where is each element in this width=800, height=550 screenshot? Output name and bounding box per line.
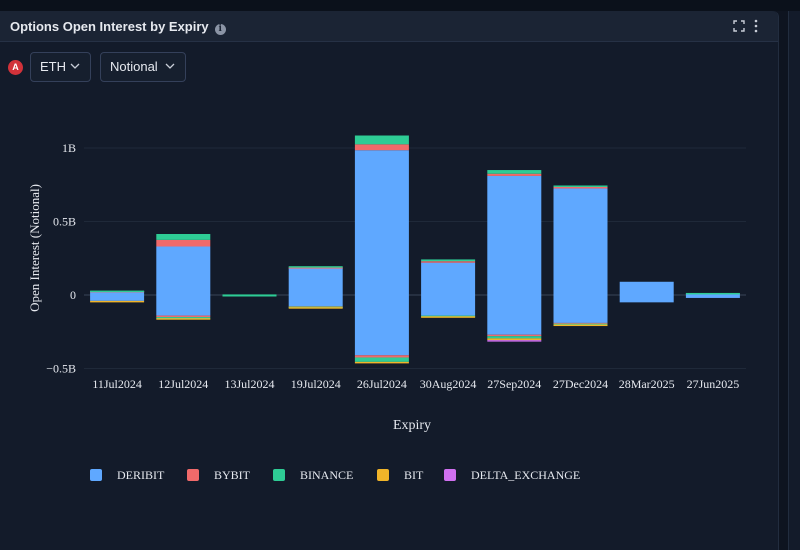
bar-binance-13jul2024-neg — [222, 295, 277, 297]
x-tick-label: 27Sep2024 — [487, 377, 541, 391]
bar-bybit-19jul2024 — [288, 267, 343, 269]
x-tick-label: 27Dec2024 — [553, 377, 608, 391]
bar-deribit-27dec2024-neg — [553, 295, 608, 323]
bar-deribit-12jul2024 — [156, 246, 211, 295]
bar-bybit-27dec2024 — [553, 186, 608, 189]
bar-deribit-30aug2024 — [421, 262, 476, 295]
bar-bit-30aug2024-neg — [421, 316, 476, 318]
y-axis-label: Open Interest (Notional) — [27, 184, 42, 312]
bar-binance-26jul2024 — [354, 135, 409, 145]
bar-binance-19jul2024 — [288, 266, 343, 268]
bar-bybit-26jul2024-neg — [354, 355, 409, 358]
legend-swatch — [90, 469, 102, 481]
bar-bit-12jul2024-neg — [156, 318, 211, 320]
legend-label: DELTA_EXCHANGE — [471, 468, 581, 482]
x-tick-label: 19Jul2024 — [291, 377, 341, 391]
bar-binance-12jul2024 — [156, 233, 211, 240]
legend-label: DERIBIT — [117, 468, 165, 482]
y-tick-label: 0.5B — [53, 215, 76, 229]
bar-bit-19jul2024-neg — [288, 307, 343, 309]
bar-bybit-12jul2024-neg — [156, 315, 211, 318]
legend-label: BIT — [404, 468, 424, 482]
x-tick-label: 12Jul2024 — [158, 377, 208, 391]
bar-bit-27dec2024-neg — [553, 324, 608, 327]
bar-deribit-27sep2024 — [487, 175, 542, 295]
bar-binance-30aug2024 — [421, 259, 476, 262]
expand-icon[interactable] — [733, 20, 745, 32]
panel-title-text: Options Open Interest by Expiry — [10, 19, 209, 34]
bar-binance-27sep2024 — [487, 170, 542, 174]
bar-bit-26jul2024-neg — [354, 361, 409, 364]
x-tick-label: 30Aug2024 — [420, 377, 477, 391]
x-tick-label: 11Jul2024 — [92, 377, 142, 391]
asset-select-value: ETH — [40, 59, 66, 74]
x-axis-label: Expiry — [393, 418, 431, 433]
bar-bit-11jul2024-neg — [90, 300, 145, 303]
bar-deribit-26jul2024 — [354, 150, 409, 295]
legend-label: BYBIT — [214, 468, 250, 482]
bar-deribit-11jul2024 — [90, 291, 145, 295]
bar-binance-11jul2024 — [90, 290, 145, 293]
legend-swatch — [377, 469, 389, 481]
chevron-down-icon — [165, 63, 175, 69]
legend-swatch — [187, 469, 199, 481]
chevron-down-icon — [70, 63, 80, 69]
x-tick-label: 26Jul2024 — [357, 377, 407, 391]
asset-select[interactable]: ETH — [30, 52, 91, 82]
bar-binance-27dec2024 — [553, 185, 608, 187]
x-tick-label: 28Mar2025 — [619, 377, 675, 391]
legend-swatch — [273, 469, 285, 481]
bar-deribit-27jun2025-neg — [685, 295, 740, 298]
bar-bybit-12jul2024 — [156, 239, 211, 247]
bar-deribit-28mar2025-neg — [619, 295, 674, 303]
adjacent-panel-edge — [788, 11, 800, 550]
top-strip — [0, 0, 800, 11]
x-tick-label: 27Jun2025 — [687, 377, 740, 391]
bar-deribit-19jul2024 — [288, 267, 343, 295]
bar-deribit-27dec2024 — [553, 188, 608, 295]
bar-deribit-27sep2024-neg — [487, 295, 542, 335]
alert-badge: A — [8, 60, 23, 75]
metric-select-value: Notional — [110, 59, 158, 74]
panel-title: Options Open Interest by Expiry i — [10, 19, 226, 35]
y-tick-label: −0.5B — [46, 362, 76, 376]
more-options-icon[interactable] — [752, 18, 760, 34]
bar-binance-27sep2024-neg — [487, 336, 542, 339]
bar-binance-27jun2025 — [685, 292, 740, 295]
bar-binance-27dec2024-neg — [553, 323, 608, 326]
bar-bybit-26jul2024 — [354, 144, 409, 151]
x-tick-label: 13Jul2024 — [224, 377, 274, 391]
bar-deribit-26jul2024-neg — [354, 295, 409, 356]
panel-header: Options Open Interest by Expiry i — [0, 11, 778, 42]
legend-swatch — [444, 469, 456, 481]
bar-binance-26jul2024-neg — [354, 357, 409, 362]
y-tick-label: 1B — [62, 141, 76, 155]
metric-select[interactable]: Notional — [100, 52, 186, 82]
bar-deribit-12jul2024-neg — [156, 295, 211, 316]
bar-bybit-27sep2024-neg — [487, 334, 542, 337]
bar-delta_exchange-27sep2024-neg — [487, 340, 542, 342]
legend-label: BINANCE — [300, 468, 354, 482]
bar-deribit-28mar2025 — [619, 281, 674, 295]
y-tick-label: 0 — [70, 288, 76, 302]
bar-binance-12jul2024-neg — [156, 317, 211, 319]
info-icon[interactable]: i — [214, 24, 226, 35]
bar-bit-27sep2024-neg — [487, 338, 542, 341]
bar-bybit-27sep2024 — [487, 173, 542, 176]
bar-deribit-19jul2024-neg — [288, 295, 343, 307]
bar-bybit-30aug2024 — [421, 261, 476, 263]
bar-deribit-11jul2024-neg — [90, 295, 145, 301]
bar-deribit-30aug2024-neg — [421, 295, 476, 316]
